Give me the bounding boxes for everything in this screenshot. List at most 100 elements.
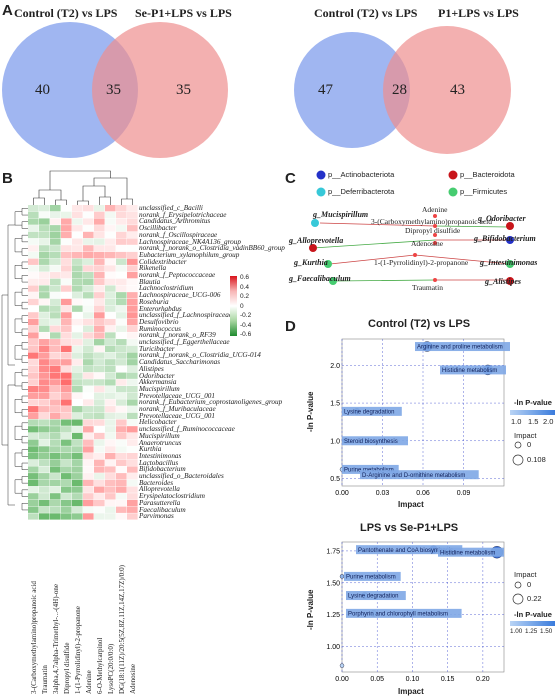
heatmap-cell [61,513,72,520]
pathway-label-bg [415,342,510,352]
heatmap-cell [50,325,61,332]
x-tick-label: 0.00 [335,676,349,683]
net-genus-faecalibaculum: g_Faecalibaculum [289,274,351,283]
venn2-right-count: 43 [450,82,465,98]
taxa-label: Alloprevotella [139,485,180,494]
net-genus-kurthia: g_Kurthia [294,258,328,267]
pathway-label-bg [344,571,401,581]
heatmap-cell [39,225,50,232]
pathway-label-bg [346,591,406,601]
heatmap-cell [28,439,39,446]
y-tick-label: 1.25 [326,612,340,619]
heatmap-cell [28,479,39,487]
pathway-label: D-Arginine and D-ornithine metabolism [362,473,465,479]
legend-tick: 0.6 [240,274,250,281]
heatmap-cell [61,231,72,239]
heatmap-cell [116,392,127,399]
net-metab-adenosine: Adenosine [411,239,444,248]
taxa-label: Parasutterella [139,498,181,507]
heatmap-cell [116,225,127,232]
heatmap-cell [28,245,39,252]
heatmap-cell [50,446,61,453]
heatmap-cell [50,486,61,493]
heatmap-cell [61,258,72,265]
metabolite-label: 3alpha,4,7alpha-Trimethyl-...-(4H)-one [51,584,60,694]
heatmap-cell [127,439,138,446]
heatmap-cell [83,292,94,299]
heatmap-cell [39,251,50,259]
net-legend-actinobacteriota: p__Actinobacteriota [328,170,395,179]
heatmap-cell [72,372,83,379]
heatmap-cell [39,211,50,219]
heatmap-cell [61,486,72,493]
panel-d-label: D [285,318,296,335]
heatmap-cell [39,285,50,292]
pathway-bubble [339,574,345,579]
heatmap-cell [61,238,72,245]
heatmap-cell [105,225,116,232]
heatmap-cell [116,372,127,379]
heatmap-cell [28,452,39,460]
taxa-label: norank_f_Erysipelotrichaceae [139,210,227,219]
net-legend-bacteroidota: p__Bacteroidota [460,170,515,179]
heatmap-cell [72,285,83,292]
heatmap-cell [72,452,83,460]
heatmap-cell [83,352,94,359]
heatmap-cell [61,312,72,319]
taxa-label: Lactobacillus [139,458,179,467]
heatmap-cell [127,332,138,339]
heatmap-cell [94,372,105,379]
heatmap-cell [61,345,72,353]
heatmap-cell [127,459,138,466]
heatmap-cell [72,493,83,500]
heatmap-cell [39,238,50,245]
heatmap-cell [105,379,116,386]
heatmap-cell [39,265,50,272]
panel-b-label: B [2,170,13,187]
heatmap-cell [94,439,105,446]
heatmap-cell [50,205,61,212]
heatmap-cell [116,312,127,319]
panel-c-label: C [285,170,296,187]
heatmap-cell [50,332,61,339]
heatmap-cell [127,298,138,306]
heatmap-cell [116,406,127,413]
heatmap-cell [105,466,116,473]
heatmap-cell [94,493,105,500]
heatmap-cell [94,359,105,366]
heatmap-cell [94,419,105,426]
bubble2-plot: 0.00 0.05 0.10 0.15 0.20 1.00 1.25 1.50 1.75 Pant… [326,541,505,683]
heatmap-cell [72,432,83,440]
heatmap-cell [61,245,72,252]
heatmap-cell [116,258,127,265]
legend-tick: -0.6 [240,331,252,338]
metabolite-label: Traumatin [40,665,49,694]
taxa-label: Turicibacter [139,344,175,353]
net-genus-alloprevotella: g_Alloprevotella [289,236,344,245]
bubble1-plot: 0.00 0.03 0.06 0.09 0.5 1.0 1.5 2.0 Arginine and… [330,338,510,497]
heatmap-cell [50,412,61,420]
taxa-label: norank_f_norank_o_RF39 [139,331,216,340]
heatmap-cell [83,513,94,520]
heatmap-cell [72,392,83,399]
heatmap-cell [105,479,116,487]
heatmap-cell [94,426,105,433]
heatmap-cell [94,406,105,413]
heatmap-cell [72,352,83,359]
heatmap-cell [28,419,39,426]
metabolite-label: DG(18:1(11Z)/20:5(5Z,8Z,11Z,14Z,17Z)/0:0… [117,565,126,694]
heatmap-cell [83,379,94,386]
heatmap-cell [61,352,72,359]
heatmap-cell [39,312,50,319]
heatmap-cell [127,392,138,399]
heatmap-cell [105,439,116,446]
heatmap-cell [72,345,83,353]
heatmap-cell [50,258,61,265]
net-metab-adenine: Adenine [422,205,448,214]
heatmap-cell [116,473,127,480]
heatmap-cell [39,426,50,433]
heatmap-cell [28,332,39,339]
taxa-label: Roseburia [139,297,169,306]
heatmap-cell [61,285,72,292]
heatmap-cell [105,298,116,306]
